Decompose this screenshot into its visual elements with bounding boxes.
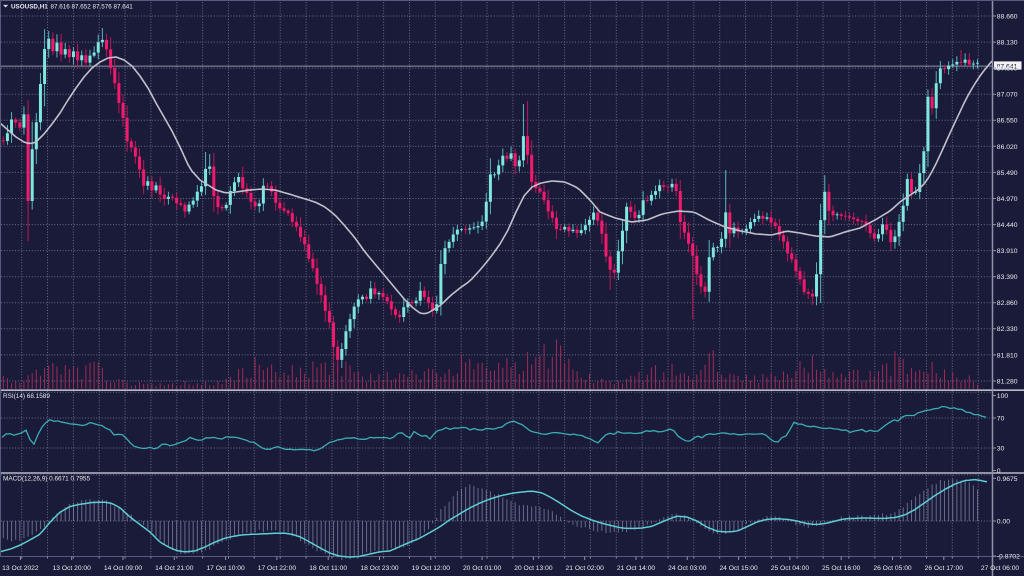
svg-text:86.550: 86.550 (997, 118, 1018, 125)
svg-text:0.9675: 0.9675 (997, 476, 1018, 483)
svg-text:0: 0 (997, 468, 1001, 475)
svg-text:100: 100 (997, 393, 1009, 400)
svg-text:18 Oct 11:00: 18 Oct 11:00 (309, 565, 347, 572)
svg-text:87.641: 87.641 (997, 63, 1018, 70)
svg-text:MACD(12,26,9) 0.6671 0.7955: MACD(12,26,9) 0.6671 0.7955 (3, 476, 90, 483)
svg-text:18 Oct 23:00: 18 Oct 23:00 (360, 565, 399, 572)
svg-text:14 Oct 21:00: 14 Oct 21:00 (155, 565, 194, 572)
svg-text:13 Oct 2022: 13 Oct 2022 (2, 565, 39, 572)
svg-text:14 Oct 09:00: 14 Oct 09:00 (104, 565, 143, 572)
svg-text:25 Oct 04:00: 25 Oct 04:00 (771, 565, 810, 572)
svg-text:USOUSD,H1: USOUSD,H1 (11, 3, 48, 10)
svg-text:84.440: 84.440 (997, 222, 1018, 229)
svg-text:87.616 87.652 87.576 87.641: 87.616 87.652 87.576 87.641 (51, 3, 134, 10)
svg-text:87.600: 87.600 (997, 66, 1018, 73)
svg-text:13 Oct 20:00: 13 Oct 20:00 (53, 565, 92, 572)
svg-text:27 Oct 06:00: 27 Oct 06:00 (981, 565, 1020, 572)
svg-text:19 Oct 12:00: 19 Oct 12:00 (412, 565, 451, 572)
svg-text:86.020: 86.020 (997, 144, 1018, 151)
svg-text:81.280: 81.280 (997, 378, 1018, 385)
svg-text:0.00: 0.00 (997, 518, 1010, 525)
svg-text:81.810: 81.810 (997, 352, 1018, 359)
svg-text:70: 70 (997, 415, 1005, 422)
svg-text:-0.8702: -0.8702 (997, 553, 1020, 560)
svg-text:84.970: 84.970 (997, 196, 1018, 203)
svg-text:83.910: 83.910 (997, 248, 1018, 255)
svg-text:24 Oct 15:00: 24 Oct 15:00 (719, 565, 758, 572)
svg-text:24 Oct 03:00: 24 Oct 03:00 (668, 565, 707, 572)
svg-text:88.660: 88.660 (997, 13, 1018, 20)
svg-text:30: 30 (997, 445, 1005, 452)
svg-text:20 Oct 13:00: 20 Oct 13:00 (514, 565, 553, 572)
svg-text:82.860: 82.860 (997, 300, 1018, 307)
svg-text:21 Oct 02:00: 21 Oct 02:00 (566, 565, 605, 572)
svg-text:88.130: 88.130 (997, 40, 1018, 47)
svg-text:83.390: 83.390 (997, 274, 1018, 281)
svg-text:26 Oct 17:00: 26 Oct 17:00 (925, 565, 964, 572)
svg-text:21 Oct 14:00: 21 Oct 14:00 (617, 565, 656, 572)
svg-text:82.330: 82.330 (997, 326, 1018, 333)
svg-text:26 Oct 05:00: 26 Oct 05:00 (873, 565, 912, 572)
svg-text:25 Oct 16:00: 25 Oct 16:00 (822, 565, 861, 572)
svg-text:17 Oct 22:00: 17 Oct 22:00 (258, 565, 297, 572)
svg-text:87.070: 87.070 (997, 92, 1018, 99)
svg-text:20 Oct 01:00: 20 Oct 01:00 (463, 565, 502, 572)
svg-text:85.490: 85.490 (997, 170, 1018, 177)
svg-text:17 Oct 10:00: 17 Oct 10:00 (206, 565, 245, 572)
svg-text:RSI(14) 68.1589: RSI(14) 68.1589 (3, 393, 50, 400)
